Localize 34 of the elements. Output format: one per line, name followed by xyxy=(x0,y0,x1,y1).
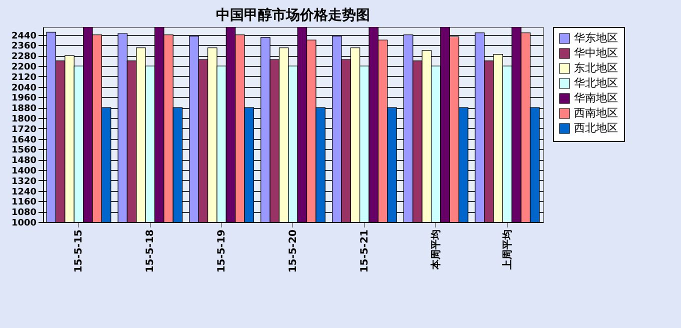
y-tick-label: 1720 xyxy=(11,124,36,135)
x-tick-label: 本周平均 xyxy=(430,230,442,270)
y-tick-label: 1560 xyxy=(11,146,36,156)
x-tick-label: 15-5-19 xyxy=(216,229,228,273)
legend-label: 华中地区 xyxy=(574,46,618,60)
y-tick-label: 2440 xyxy=(11,31,36,42)
y-tick-label: 1640 xyxy=(11,135,36,146)
x-tick-label: 15-5-21 xyxy=(359,229,370,273)
x-tick-label: 15-5-20 xyxy=(288,229,299,273)
legend-label: 东北地区 xyxy=(574,62,618,74)
x-tick-label: 15-5-15 xyxy=(74,229,85,273)
y-tick-label: 1400 xyxy=(11,166,36,176)
legend-label: 华南地区 xyxy=(574,92,618,104)
legend-label: 西南地区 xyxy=(574,106,618,120)
y-tick-label: 2280 xyxy=(11,52,36,62)
y-tick-label: 2200 xyxy=(11,62,36,72)
y-tick-label: 1480 xyxy=(11,156,36,166)
y-tick-label: 1240 xyxy=(11,187,36,198)
y-tick-label: 1160 xyxy=(11,198,36,208)
y-tick-label: 1320 xyxy=(11,176,36,187)
y-tick-label: 1880 xyxy=(11,104,36,114)
x-tick-label: 15-5-18 xyxy=(145,229,156,273)
y-tick-label: 2120 xyxy=(11,72,36,83)
y-tick-label: 1000 xyxy=(11,218,36,228)
y-tick-label: 2040 xyxy=(11,83,36,94)
y-tick-label: 1960 xyxy=(11,94,36,104)
legend-label: 华北地区 xyxy=(574,76,618,90)
y-tick-label: 1080 xyxy=(11,208,36,218)
y-tick-label: 2360 xyxy=(11,42,36,52)
y-tick-label: 1800 xyxy=(11,114,36,124)
x-tick-label: 上周平均 xyxy=(501,230,514,270)
chart-title: 中国甲醇市场价格走势图 xyxy=(216,6,370,24)
legend-label: 西北地区 xyxy=(574,122,618,134)
legend-label: 华东地区 xyxy=(574,32,618,44)
